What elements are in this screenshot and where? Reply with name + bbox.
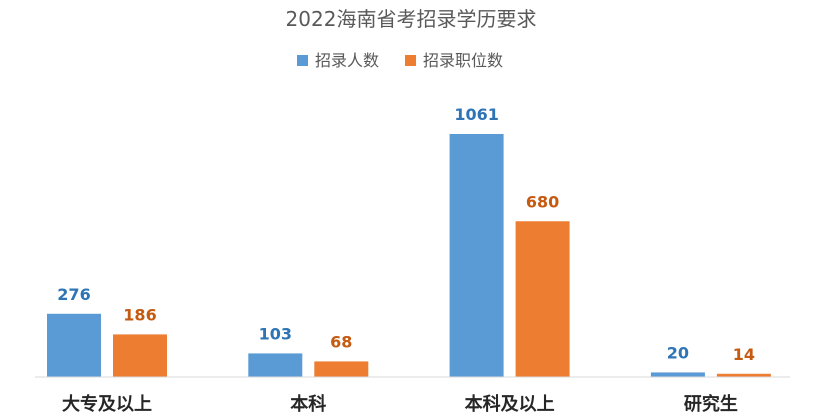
legend-swatch-series-1 bbox=[297, 55, 308, 66]
data-label-series-1-3: 1061 bbox=[454, 105, 499, 124]
bar-series-2-4 bbox=[716, 373, 771, 377]
data-label-series-1-4: 20 bbox=[667, 343, 689, 362]
x-tick-label-1: 大专及以上 bbox=[62, 393, 152, 415]
bar-series-1-2 bbox=[248, 353, 303, 377]
bar-series-2-1 bbox=[113, 334, 167, 377]
x-axis-labels: 大专及以上 本科 本科及以上 研究生 bbox=[62, 393, 738, 415]
x-tick-label-3: 本科及以上 bbox=[465, 393, 555, 415]
legend-swatch-series-2 bbox=[405, 55, 416, 66]
data-label-series-2-1: 186 bbox=[123, 305, 156, 324]
x-tick-label-4: 研究生 bbox=[684, 393, 738, 415]
data-label-series-2-3: 680 bbox=[526, 192, 559, 211]
bar-series-1-3 bbox=[449, 134, 504, 377]
plot-area: 276 186 103 68 1061 680 20 14 bbox=[47, 105, 771, 377]
data-label-series-2-4: 14 bbox=[733, 345, 755, 364]
bar-series-2-2 bbox=[314, 361, 369, 377]
data-label-series-2-2: 68 bbox=[330, 332, 352, 351]
bar-series-1-1 bbox=[47, 313, 101, 377]
data-label-series-1-1: 276 bbox=[57, 285, 90, 304]
legend-label-series-1: 招录人数 bbox=[315, 51, 379, 70]
chart-title: 2022海南省考招录学历要求 bbox=[286, 7, 537, 31]
bar-series-2-3 bbox=[515, 221, 570, 377]
legend-label-series-2: 招录职位数 bbox=[423, 51, 503, 70]
data-label-series-1-2: 103 bbox=[259, 324, 292, 343]
bar-series-1-4 bbox=[650, 372, 705, 377]
x-tick-label-2: 本科 bbox=[290, 393, 326, 415]
legend: 招录人数 招录职位数 bbox=[297, 51, 503, 70]
